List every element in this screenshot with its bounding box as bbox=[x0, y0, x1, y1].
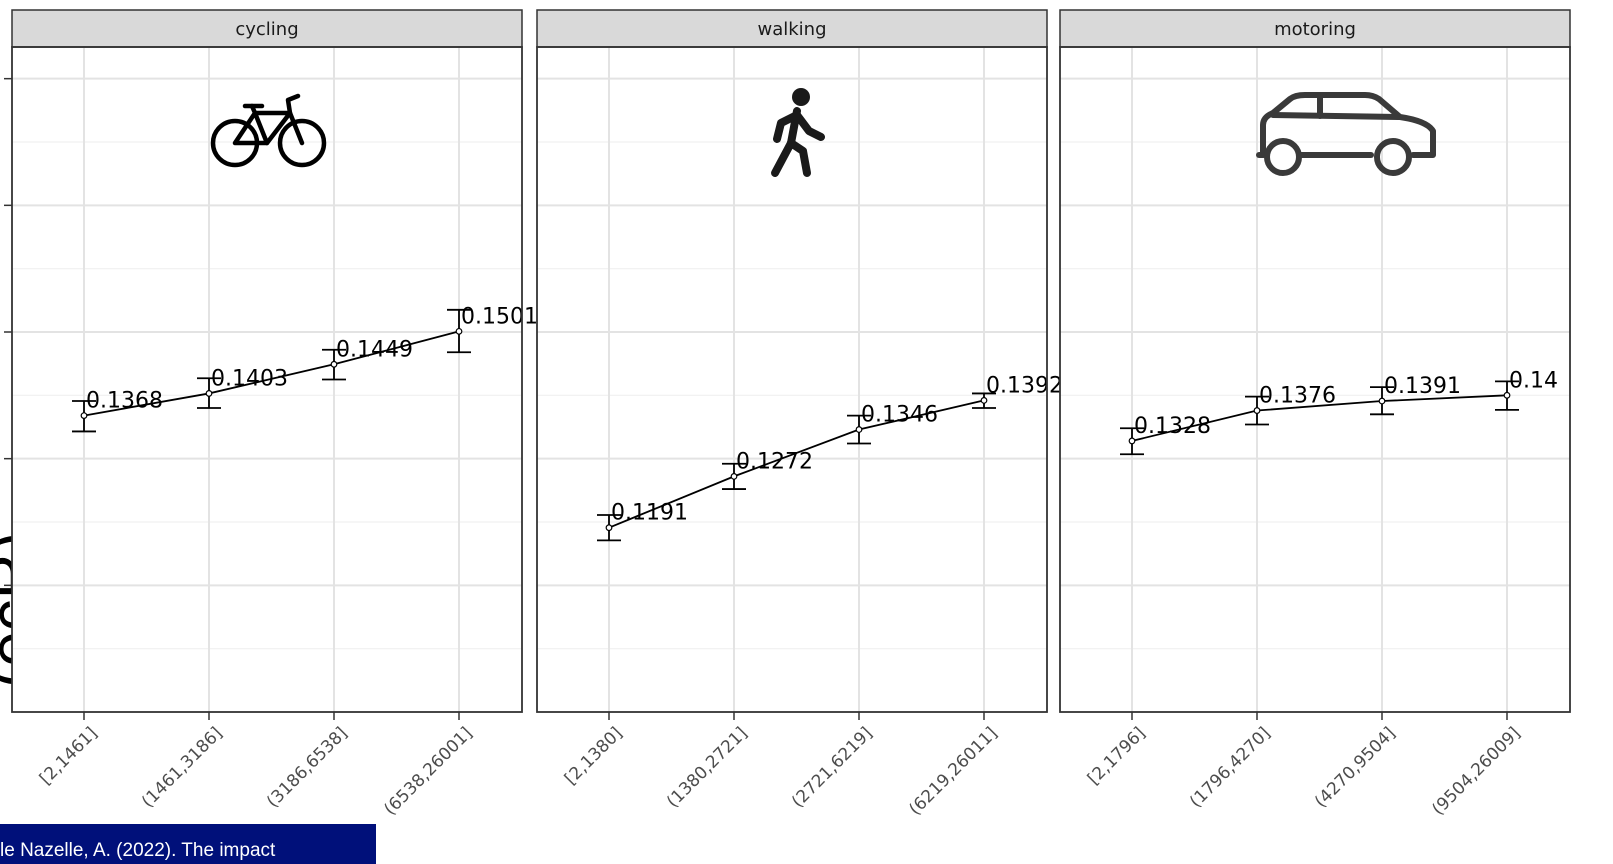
car-icon bbox=[1256, 92, 1436, 176]
data-label: 0.1501 bbox=[461, 304, 538, 329]
panel-motoring: motoring 0.1328 [2,1796] 0.1376 (1796,4270] 0… bbox=[1059, 9, 1571, 820]
plot-background bbox=[537, 47, 1047, 712]
data-label: 0.1391 bbox=[1384, 374, 1461, 399]
x-tick-label: (6538,26001] bbox=[380, 723, 476, 819]
walking-person-icon bbox=[771, 88, 825, 177]
data-label: 0.14 bbox=[1509, 368, 1558, 393]
x-tick-label: [2,1461] bbox=[36, 723, 102, 789]
panel-border bbox=[1059, 46, 1571, 713]
data-label: 0.1403 bbox=[211, 366, 288, 391]
data-label: 0.1392 bbox=[986, 373, 1063, 398]
x-tick-label: [2,1380] bbox=[561, 723, 627, 789]
x-tick-label: (1380,2721] bbox=[663, 723, 752, 812]
facet-title: walking bbox=[757, 19, 826, 40]
citation-text: le Nazelle, A. (2022). The impact bbox=[0, 840, 276, 861]
data-point bbox=[1253, 407, 1261, 414]
series-line bbox=[1131, 394, 1508, 442]
data-point bbox=[855, 426, 863, 433]
data-label: 0.1191 bbox=[611, 501, 688, 526]
data-label: 0.1449 bbox=[336, 337, 413, 362]
panel-walking: walking 0.1191 [2,1380] 0.1272 (1380,2721] 0.… bbox=[536, 9, 1063, 820]
facet-title: cycling bbox=[235, 19, 298, 40]
x-tick-label: (9504,26009] bbox=[1428, 723, 1524, 819]
x-tick-label: (1461,3186] bbox=[138, 723, 227, 812]
data-point bbox=[1378, 397, 1386, 405]
data-point bbox=[205, 390, 213, 397]
data-label: 0.1346 bbox=[861, 403, 938, 428]
data-point bbox=[80, 412, 88, 420]
data-point bbox=[455, 327, 463, 335]
plot-background bbox=[1060, 47, 1570, 712]
x-tick-label: (1796,4270] bbox=[1186, 723, 1275, 812]
panel-cycling: cycling 0.1368 [2,1461] 0.1403 (1461,3186] 0.… bbox=[11, 9, 538, 820]
facet-strip bbox=[11, 9, 523, 48]
bicycle-icon bbox=[210, 93, 327, 168]
x-tick-label: [2,1796] bbox=[1084, 723, 1150, 789]
data-point bbox=[980, 397, 988, 404]
citation-banner: le Nazelle, A. (2022). The impact bbox=[0, 824, 376, 864]
data-label: 0.1272 bbox=[736, 449, 813, 474]
facet-title: motoring bbox=[1274, 19, 1356, 40]
x-tick-label: (6219,26011] bbox=[905, 723, 1001, 819]
facet-strip bbox=[536, 9, 1048, 48]
x-tick-label: (3186,6538] bbox=[263, 723, 352, 812]
data-point bbox=[330, 360, 338, 368]
data-point bbox=[1128, 437, 1136, 445]
data-label: 0.1376 bbox=[1259, 384, 1336, 409]
facet-strip bbox=[1059, 9, 1571, 48]
data-point bbox=[730, 473, 738, 480]
data-point bbox=[605, 524, 613, 532]
series-line bbox=[83, 330, 460, 417]
panel-border bbox=[11, 46, 523, 713]
data-label: 0.1328 bbox=[1134, 414, 1211, 439]
x-tick-label: (2721,6219] bbox=[788, 723, 877, 812]
data-label: 0.1368 bbox=[86, 389, 163, 414]
x-tick-label: (4270,9504] bbox=[1311, 723, 1400, 812]
data-point bbox=[1503, 391, 1511, 399]
panel-border bbox=[536, 46, 1048, 713]
series-line bbox=[608, 399, 985, 529]
